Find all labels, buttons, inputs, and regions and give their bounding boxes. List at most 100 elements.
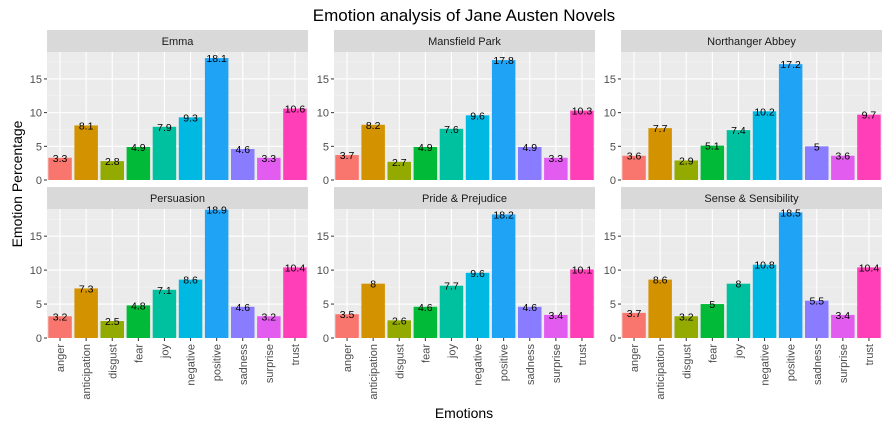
bar-fear [126, 146, 151, 180]
facet-strip-label: Mansfield Park [428, 36, 501, 48]
y-tick-label: 10 [604, 265, 616, 277]
y-tick-label: 15 [30, 74, 42, 86]
data-label: 4.6 [235, 144, 250, 156]
bar-anger [335, 155, 359, 180]
x-tick-label: disgust [394, 344, 406, 379]
x-tick-label: positive [212, 344, 224, 381]
bar-anger [48, 316, 72, 338]
data-label: 3.3 [262, 153, 277, 165]
bar-surprise [257, 316, 281, 338]
panel-mansfield-park: Mansfield Park 0 5 10 15 3.7 8.2 2.7 4.9 7.6 9.6 17… [317, 30, 595, 187]
data-label: 4.9 [418, 142, 433, 154]
x-tick-label: anticipation [368, 344, 380, 400]
y-tick-label: 0 [323, 333, 329, 345]
bar-negative [465, 272, 490, 338]
x-tick-label: disgust [681, 344, 693, 379]
bar-negative [178, 117, 203, 180]
x-tick-label: disgust [107, 344, 119, 379]
x-tick-label: joy [446, 344, 458, 360]
bar-negative [752, 111, 777, 180]
x-tick-label: sadness [238, 344, 250, 385]
bar-trust [570, 110, 594, 180]
bar-joy [152, 289, 177, 338]
y-tick-label: 15 [604, 231, 616, 243]
data-label: 2.7 [392, 157, 407, 169]
data-label: 7.7 [444, 281, 459, 293]
bar-surprise [831, 314, 855, 338]
x-tick-label: anger [342, 344, 354, 372]
x-tick-label: positive [786, 344, 798, 381]
bar-trust [283, 108, 307, 180]
data-label: 4.9 [522, 142, 537, 154]
data-label: 8 [370, 279, 376, 291]
panel-pride-prejudice: Pride & Prejudice 0 5 10 15 3.5 8 2.6 4.6 7.7 9.6 1… [317, 187, 595, 400]
y-tick-label: 15 [30, 231, 42, 243]
panels-layer: Emma 0 5 10 15 3.3 8.1 2.8 4.9 7.9 9.3 18.1 4.6 3.3 10… [30, 30, 882, 400]
data-label: 2.9 [679, 155, 694, 167]
bar-negative [465, 115, 490, 180]
y-tick-label: 5 [36, 299, 42, 311]
bar-joy [439, 285, 464, 338]
bar-negative [178, 279, 203, 338]
facet-strip [334, 30, 595, 52]
data-label: 10.4 [859, 262, 880, 274]
bar-surprise [257, 157, 281, 180]
bar-surprise [831, 155, 855, 180]
bar-sadness [231, 149, 255, 180]
y-tick-label: 15 [604, 74, 616, 86]
facet-strip-label: Pride & Prejudice [422, 193, 507, 205]
y-tick-label: 5 [36, 141, 42, 153]
x-axis-title: Emotions [435, 405, 493, 421]
data-label: 3.3 [549, 153, 564, 165]
data-label: 3.6 [836, 151, 851, 163]
bar-disgust [100, 321, 124, 338]
data-label: 4.6 [418, 302, 433, 314]
panel-emma: Emma 0 5 10 15 3.3 8.1 2.8 4.9 7.9 9.3 18.1 4.6 3.3 10… [30, 30, 308, 187]
data-label: 9.3 [183, 112, 198, 124]
y-tick-label: 0 [610, 333, 616, 345]
data-label: 10.3 [572, 106, 593, 118]
y-tick-label: 5 [610, 299, 616, 311]
facet-strip-label: Emma [162, 36, 195, 48]
y-tick-label: 5 [610, 141, 616, 153]
facet-strip-label: Northanger Abbey [707, 36, 796, 48]
bar-joy [726, 130, 751, 180]
panel-northanger-abbey: Northanger Abbey 0 5 10 15 3.6 7.7 2.9 5.1 7.4 10.… [604, 30, 882, 187]
bar-negative [752, 264, 777, 338]
y-tick-label: 0 [36, 333, 42, 345]
bar-positive [491, 214, 516, 338]
bar-fear [126, 305, 151, 338]
x-tick-label: joy [733, 344, 745, 360]
bar-positive [204, 58, 229, 180]
bar-anger [622, 155, 646, 180]
data-label: 4.9 [131, 142, 146, 154]
bar-fear [413, 146, 438, 180]
facet-strip [47, 187, 308, 209]
data-label: 3.2 [53, 311, 68, 323]
bar-trust [283, 267, 307, 338]
x-tick-label: trust [577, 344, 589, 365]
bar-sadness [805, 146, 829, 180]
data-label: 5 [814, 141, 820, 153]
facet-strip [334, 187, 595, 209]
data-label: 3.7 [340, 150, 355, 162]
data-label: 3.3 [53, 153, 68, 165]
x-tick-label: trust [290, 344, 302, 365]
data-label: 3.5 [340, 309, 355, 321]
bar-sadness [231, 306, 255, 338]
data-label: 9.7 [862, 110, 877, 122]
bar-anger [335, 314, 359, 338]
bar-joy [152, 126, 177, 180]
x-tick-label: surprise [551, 344, 563, 383]
y-tick-label: 10 [30, 108, 42, 120]
y-tick-label: 10 [317, 108, 329, 120]
panel-persuasion: Persuasion 0 5 10 15 3.2 7.3 2.5 4.8 7.1 8.6 18.9 4.… [30, 187, 308, 400]
bar-surprise [544, 314, 568, 338]
data-label: 3.7 [627, 308, 642, 320]
data-label: 4.8 [131, 300, 146, 312]
bar-joy [726, 283, 751, 338]
y-tick-label: 0 [610, 175, 616, 187]
data-label: 3.6 [627, 151, 642, 163]
facet-strip-label: Persuasion [150, 193, 205, 205]
